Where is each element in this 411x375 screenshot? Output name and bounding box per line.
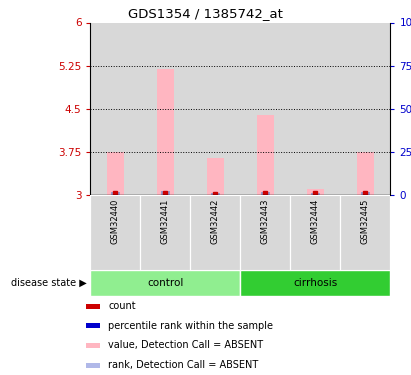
Bar: [240, 22, 291, 195]
Bar: [261, 192, 270, 195]
Bar: [141, 22, 190, 195]
Text: value, Detection Call = ABSENT: value, Detection Call = ABSENT: [109, 340, 263, 351]
Bar: [157, 69, 174, 195]
Text: percentile rank within the sample: percentile rank within the sample: [109, 321, 273, 331]
Bar: [190, 195, 240, 270]
Bar: [291, 195, 340, 270]
Bar: [207, 158, 224, 195]
Bar: [90, 270, 240, 296]
Bar: [161, 191, 170, 195]
Bar: [86, 304, 100, 309]
Text: GSM32443: GSM32443: [261, 199, 270, 244]
Bar: [141, 195, 190, 270]
Bar: [211, 193, 220, 195]
Bar: [311, 193, 320, 195]
Text: GSM32440: GSM32440: [111, 199, 120, 244]
Text: GSM32444: GSM32444: [311, 199, 320, 244]
Bar: [107, 152, 124, 195]
Text: rank, Detection Call = ABSENT: rank, Detection Call = ABSENT: [109, 360, 259, 370]
Text: GSM32441: GSM32441: [161, 199, 170, 244]
Bar: [307, 189, 324, 195]
Bar: [86, 343, 100, 348]
Bar: [86, 363, 100, 368]
Text: GSM32442: GSM32442: [211, 199, 220, 244]
Bar: [291, 22, 340, 195]
Text: count: count: [109, 301, 136, 311]
Bar: [190, 22, 240, 195]
Text: GDS1354 / 1385742_at: GDS1354 / 1385742_at: [128, 7, 283, 20]
Bar: [361, 192, 370, 195]
Text: cirrhosis: cirrhosis: [293, 278, 337, 288]
Bar: [240, 195, 291, 270]
Bar: [111, 192, 120, 195]
Bar: [357, 152, 374, 195]
Text: control: control: [147, 278, 184, 288]
Bar: [86, 323, 100, 328]
Text: disease state ▶: disease state ▶: [11, 278, 86, 288]
Bar: [90, 195, 141, 270]
Bar: [257, 114, 274, 195]
Bar: [90, 22, 141, 195]
Bar: [340, 195, 390, 270]
Bar: [340, 22, 390, 195]
Text: GSM32445: GSM32445: [361, 199, 370, 244]
Bar: [240, 270, 390, 296]
